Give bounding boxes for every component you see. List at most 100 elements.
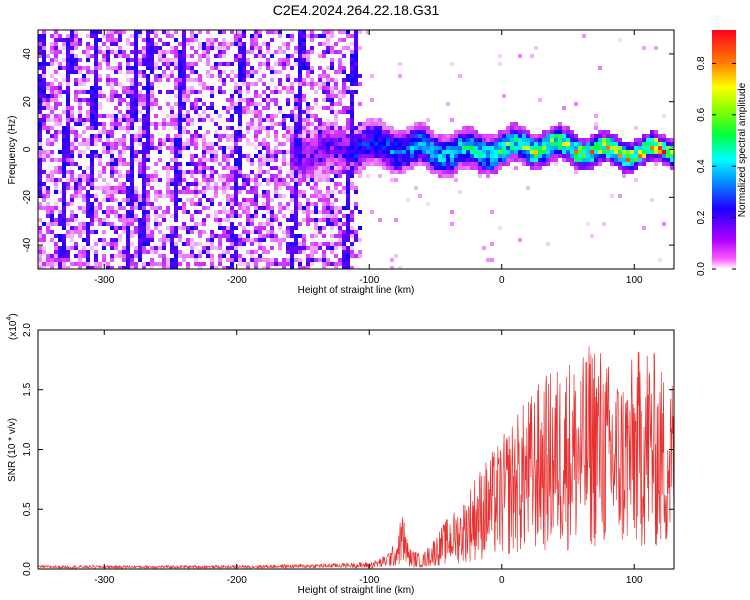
heatmap-cell: [190, 162, 194, 166]
heatmap-cell: [502, 142, 506, 146]
heatmap-cell: [134, 206, 138, 210]
heatmap-cell: [550, 150, 554, 154]
heatmap-cell: [566, 130, 570, 134]
heatmap-cell: [126, 190, 130, 194]
heatmap-cell: [578, 162, 582, 166]
heatmap-cell: [50, 86, 54, 90]
heatmap-y-label: Frequency (Hz): [7, 116, 18, 185]
heatmap-cell: [346, 46, 350, 50]
heatmap-cell: [194, 70, 198, 74]
heatmap-cell: [182, 66, 186, 70]
heatmap-cell: [278, 122, 282, 126]
heatmap-cell: [258, 162, 262, 166]
heatmap-cell: [230, 30, 234, 34]
heatmap-cell: [50, 98, 54, 102]
heatmap-cell: [310, 218, 314, 222]
heatmap-cell: [334, 78, 338, 82]
heatmap-cell: [598, 150, 602, 154]
heatmap-cell: [302, 266, 306, 269]
heatmap-cell: [122, 126, 126, 130]
heatmap-cell: [370, 146, 374, 150]
heatmap-cell: [246, 122, 250, 126]
heatmap-cell: [134, 86, 138, 90]
heatmap-cell: [78, 262, 82, 266]
heatmap-cell: [566, 146, 570, 150]
heatmap-cell: [114, 226, 118, 230]
heatmap-cell: [642, 134, 646, 138]
heatmap-cell: [134, 98, 138, 102]
heatmap-cell: [98, 202, 102, 206]
heatmap-cell: [230, 258, 234, 262]
heatmap-cell: [338, 110, 342, 114]
heatmap-cell: [498, 150, 502, 154]
heatmap-cell: [590, 138, 594, 142]
heatmap-cell: [142, 142, 146, 146]
heatmap-cell: [350, 74, 354, 78]
heatmap-cell: [378, 158, 382, 162]
heatmap-cell: [298, 158, 302, 162]
heatmap-cell: [182, 170, 186, 174]
heatmap-cell: [42, 246, 46, 250]
heatmap-cell: [118, 190, 122, 194]
heatmap-cell: [62, 130, 66, 134]
heatmap-cell: [158, 262, 162, 266]
heatmap-cell: [166, 138, 170, 142]
heatmap-cell: [306, 170, 310, 174]
heatmap-cell: [90, 138, 94, 142]
heatmap-cell: [250, 222, 254, 226]
heatmap-cell: [46, 210, 50, 214]
heatmap-cell: [82, 210, 86, 214]
heatmap-cell: [334, 222, 338, 226]
heatmap-cell: [102, 242, 106, 246]
heatmap-cell: [86, 42, 90, 46]
heatmap-cell: [186, 114, 190, 118]
heatmap-cell: [54, 70, 58, 74]
heatmap-cell: [474, 154, 478, 158]
heatmap-cell: [50, 174, 54, 178]
heatmap-cell: [150, 122, 154, 126]
heatmap-cell: [402, 130, 406, 134]
heatmap-cell: [342, 70, 346, 74]
heatmap-cell: [278, 174, 282, 178]
heatmap-cell: [318, 170, 322, 174]
heatmap-cell: [414, 154, 418, 158]
heatmap-cell: [566, 150, 570, 154]
heatmap-cell: [50, 118, 54, 122]
heatmap-cell: [190, 242, 194, 246]
heatmap-cell: [530, 138, 534, 142]
heatmap-cell: [186, 38, 190, 42]
heatmap-cell: [390, 138, 394, 142]
heatmap-cell: [46, 174, 50, 178]
heatmap-cell: [66, 38, 70, 42]
heatmap-cell: [558, 138, 562, 142]
heatmap-cell: [66, 94, 70, 98]
heatmap-cell: [338, 258, 342, 262]
heatmap-cell: [602, 130, 606, 134]
heatmap-cell: [298, 142, 302, 146]
heatmap-cell: [310, 250, 314, 254]
heatmap-cell: [38, 110, 42, 114]
heatmap-cell: [130, 174, 134, 178]
heatmap-cell: [246, 210, 250, 214]
heatmap-cell: [134, 106, 138, 110]
heatmap-cell: [294, 98, 298, 102]
heatmap-cell: [338, 242, 342, 246]
heatmap-cell: [290, 154, 294, 158]
heatmap-cell: [142, 130, 146, 134]
heatmap-cell: [438, 158, 442, 162]
heatmap-cell: [294, 214, 298, 218]
heatmap-cell: [342, 158, 346, 162]
heatmap-cell: [554, 150, 558, 154]
heatmap-cell: [38, 146, 42, 150]
heatmap-cell: [86, 114, 90, 118]
heatmap-cell: [86, 242, 90, 246]
heatmap-cell: [90, 94, 94, 98]
heatmap-cell: [50, 218, 54, 222]
heatmap-cell: [438, 174, 442, 178]
heatmap-cell: [226, 234, 230, 238]
heatmap-cell: [190, 142, 194, 146]
heatmap-cell: [42, 62, 46, 66]
heatmap-cell: [266, 98, 270, 102]
heatmap-cell: [278, 166, 282, 170]
heatmap-cell: [134, 158, 138, 162]
